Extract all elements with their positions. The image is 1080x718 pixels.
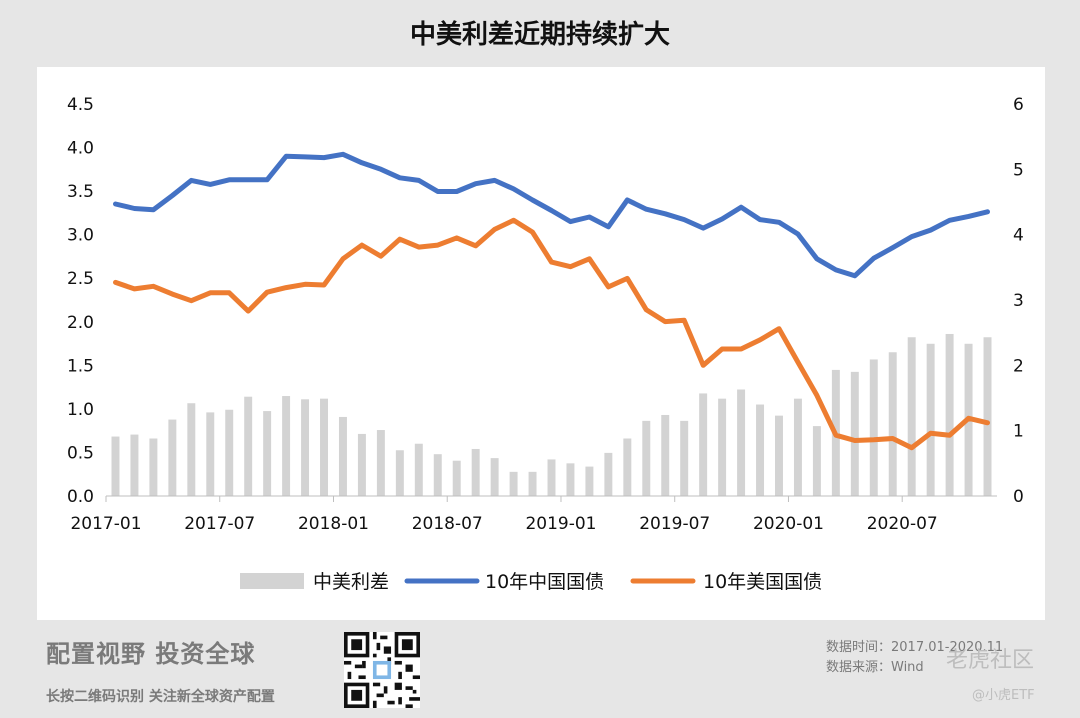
spread-bar [111,436,120,496]
spread-bar [680,420,689,496]
y-left-tick-label: 0.5 [67,443,94,463]
chart-title: 中美利差近期持续扩大 [409,20,670,50]
y-right-tick-label: 2 [1013,356,1024,376]
y-right-tick-label: 4 [1013,226,1024,246]
y-left-tick-label: 1.5 [67,356,94,376]
y-left-tick-label: 1.0 [67,400,94,420]
spread-bar [623,438,632,496]
y-right-tick-label: 0 [1013,487,1024,507]
spread-bar [168,419,177,496]
y-left-tick-label: 4.0 [67,139,94,159]
y-left-tick-label: 3.0 [67,226,94,246]
legend-label-us: 10年美国国债 [703,571,822,593]
watermark-sub: @小虎ETF [972,688,1035,703]
spread-bar [907,337,916,496]
spread-bar [756,404,765,496]
y-left-tick-label: 4.5 [67,95,94,115]
us-10y-line [113,217,990,451]
spread-bar [490,458,499,496]
y-right-tick-label: 1 [1013,422,1024,442]
spread-bar [509,471,518,496]
spread-bar [566,463,575,496]
footer-slogan: 配置视野 投资全球 [46,640,256,668]
spread-bar [775,415,783,496]
spread-bar [225,409,234,496]
watermark-main: 老虎社区 [946,648,1035,673]
spread-bar [888,352,897,496]
y-left-tick-label: 2.0 [67,313,94,333]
spread-bar [263,411,272,496]
spread-bar [869,359,878,496]
spread-bar [547,459,556,496]
spread-bar [718,398,727,496]
spread-bar [301,399,310,496]
spread-bar [452,460,461,496]
spread-bar [604,452,613,496]
spread-bar [737,389,746,496]
spread-bar [187,403,196,496]
x-tick-label: 2018-07 [412,514,483,534]
x-tick-label: 2019-07 [639,514,710,534]
spread-bar [471,448,480,496]
spread-bar [395,450,404,496]
x-tick-label: 2018-01 [298,514,369,534]
y-left-tick-label: 2.5 [67,269,94,289]
spread-bar [642,420,651,496]
spread-bar [699,393,708,496]
x-tick-label: 2017-07 [184,514,255,534]
spread-bar [206,412,215,496]
spread-bar [926,343,935,496]
legend-label-spread: 中美利差 [313,571,389,593]
data-time-note: 数据时间：2017.01-2020.11 [826,640,1004,655]
y-left-tick-label: 0.0 [67,487,94,507]
spread-bar [945,333,954,496]
legend-swatch-spread [240,573,304,589]
spread-bar [433,454,442,496]
spread-bar [320,398,328,496]
spread-bar [376,430,385,496]
spread-bar [528,471,537,496]
qr-code-icon [344,632,420,708]
x-tick-label: 2017-01 [70,514,141,534]
spread-bar [812,426,821,496]
footer-subtext: 长按二维码识别 关注新全球资产配置 [46,689,275,705]
y-right-tick-label: 5 [1013,160,1024,180]
legend-label-china: 10年中国国债 [485,571,604,593]
x-tick-label: 2020-07 [867,514,938,534]
spread-bar [983,337,992,496]
x-tick-label: 2020-01 [753,514,824,534]
spread-bar [130,434,139,496]
y-right-tick-label: 3 [1013,291,1024,311]
combo-chart: 0.0 0.5 1.0 1.5 2.0 2.5 3.0 3.5 4.0 4.5 0 1 2 3 4 5 6 201… [67,95,1024,593]
data-source-note: 数据来源：Wind [826,660,924,675]
spread-bar [149,438,158,496]
spread-bar [585,466,594,496]
spread-bar [793,398,802,496]
spread-bar [357,433,366,496]
spread-bar [338,416,347,496]
spread-bar [661,414,670,496]
y-left-tick-label: 3.5 [67,182,94,202]
spread-bar [282,396,291,496]
spread-bar [244,396,253,496]
x-tick-label: 2019-01 [525,514,596,534]
spread-bar [850,371,859,496]
y-right-tick-label: 6 [1013,95,1024,115]
china-10y-line [113,151,990,279]
spread-bar [414,443,423,496]
chart-panel: 0.0 0.5 1.0 1.5 2.0 2.5 3.0 3.5 4.0 4.5 0 1 2 3 4 5 6 201… [37,67,1045,620]
